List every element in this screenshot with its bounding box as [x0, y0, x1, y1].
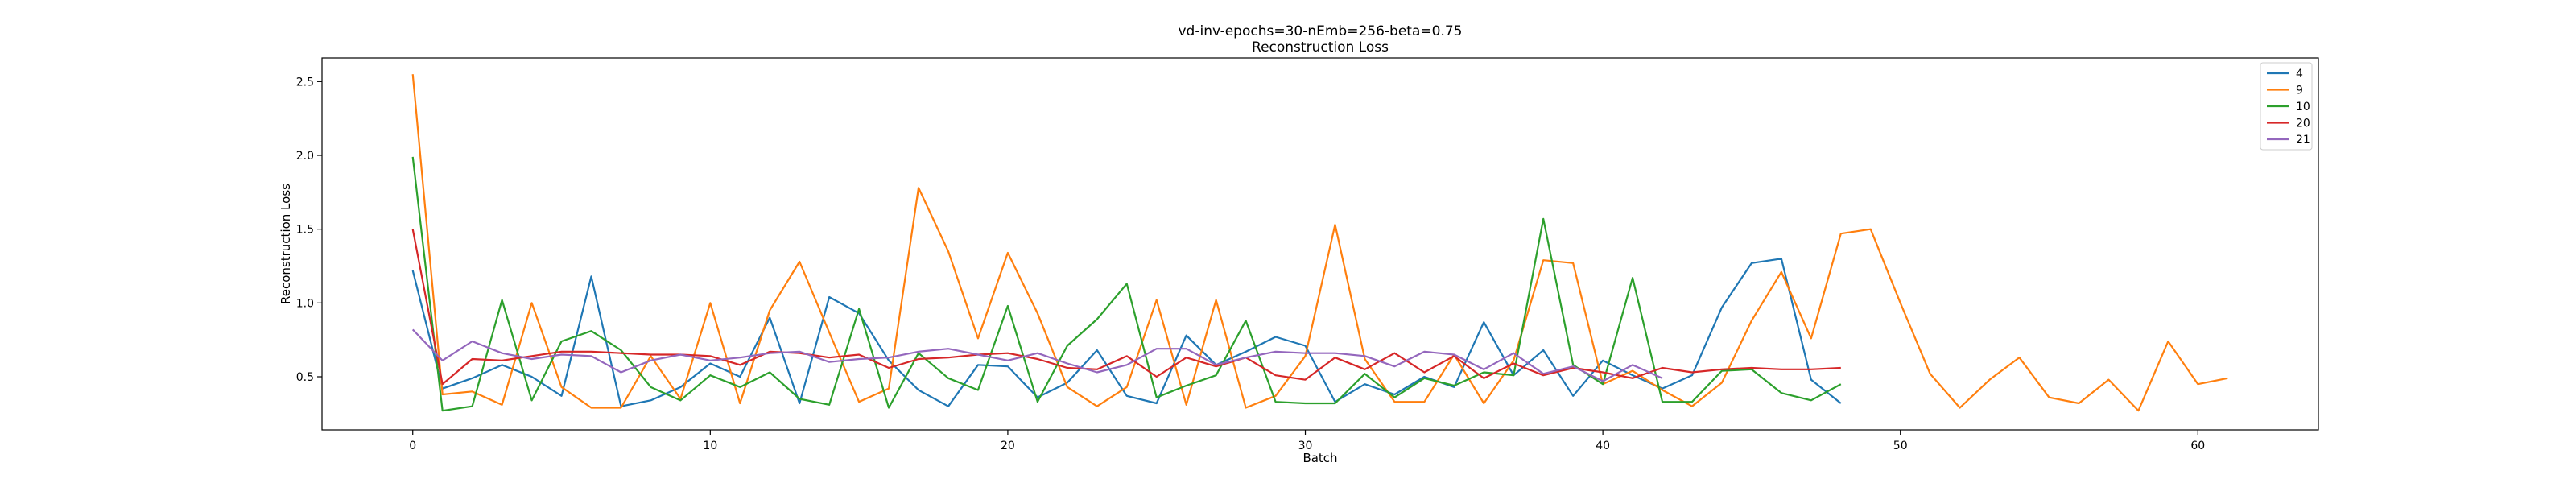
y-tick-label: 1.5 — [296, 224, 314, 237]
x-tick-label: 0 — [409, 440, 416, 452]
y-tick-label: 2.5 — [296, 76, 314, 89]
y-axis-label: Reconstruction Loss — [279, 184, 293, 304]
legend-label-4: 4 — [2296, 68, 2303, 80]
series-line-10 — [411, 156, 1842, 412]
x-tick-label: 60 — [2190, 440, 2205, 452]
x-axis-ticks: 0 10 20 30 40 50 60 — [409, 430, 2205, 452]
x-tick-label: 40 — [1596, 440, 1610, 452]
series-layer — [411, 74, 2228, 412]
series-line-4 — [411, 258, 1842, 407]
legend-label-10: 10 — [2296, 101, 2310, 114]
series-line-20 — [411, 229, 1841, 386]
x-axis-label: Batch — [1302, 451, 1337, 465]
chart-subtitle: Reconstruction Loss — [1252, 39, 1389, 56]
legend-label-20: 20 — [2296, 118, 2310, 130]
x-tick-label: 10 — [703, 440, 717, 452]
series-line-9 — [411, 74, 2228, 412]
x-tick-label: 30 — [1298, 440, 1313, 452]
x-tick-label: 50 — [1893, 440, 1908, 452]
legend: 4 9 10 20 21 — [2260, 62, 2313, 151]
legend-label-9: 9 — [2296, 85, 2303, 97]
series-line-21 — [411, 328, 1663, 382]
chart-title: vd-inv-epochs=30-nEmb=256-beta=0.75 — [1179, 23, 1463, 39]
y-tick-label: 2.0 — [296, 150, 314, 163]
x-tick-label: 20 — [1001, 440, 1015, 452]
y-tick-label: 1.0 — [296, 297, 314, 310]
plot-frame — [321, 57, 2319, 431]
legend-label-21: 21 — [2296, 134, 2310, 147]
y-tick-label: 0.5 — [296, 371, 314, 384]
y-axis-ticks: 0.5 1.0 1.5 2.0 2.5 — [296, 76, 322, 384]
